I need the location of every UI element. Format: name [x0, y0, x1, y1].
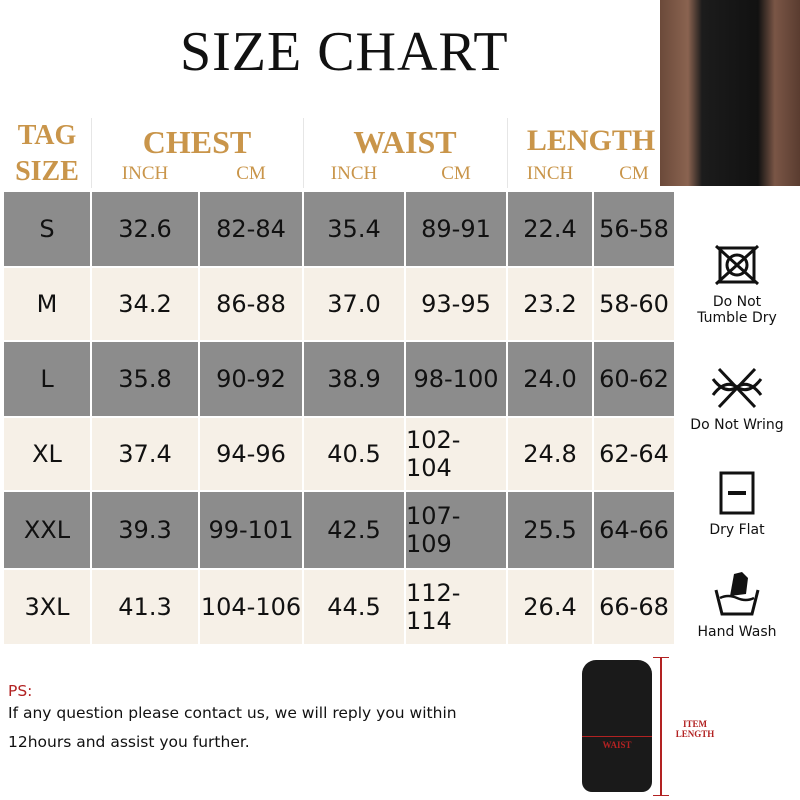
- measurement-cell: 24.0: [508, 342, 592, 416]
- length-header: LENGTH: [526, 124, 656, 157]
- size-cell: S: [4, 192, 90, 266]
- measurement-cell: 24.8: [508, 418, 592, 490]
- vest-diagram: WAIST: [582, 660, 652, 792]
- measurement-cell: 44.5: [304, 570, 404, 644]
- item-length-label: ITEM LENGTH: [675, 719, 715, 739]
- page-title: SIZE CHART: [180, 21, 509, 83]
- unit-header: INCH: [330, 163, 378, 184]
- measurement-cell: 40.5: [304, 418, 404, 490]
- measurement-cell: 38.9: [304, 342, 404, 416]
- size-cell: XL: [4, 418, 90, 490]
- measurement-cell: 56-58: [594, 192, 674, 266]
- waist-header: WAIST: [353, 124, 457, 160]
- measurement-cell: 64-66: [594, 492, 674, 568]
- unit-header: INCH: [121, 163, 169, 184]
- measurement-cell: 62-64: [594, 418, 674, 490]
- tag-size-header: TAG SIZE: [4, 118, 90, 190]
- care-label: Do Not Tumble Dry: [697, 294, 777, 326]
- measurement-cell: 41.3: [92, 570, 198, 644]
- ps-line-2: 12hours and assist you further.: [8, 733, 250, 751]
- unit-header: CM: [441, 163, 471, 184]
- measurement-cell: 60-62: [594, 342, 674, 416]
- care-label: Do Not Wring: [690, 417, 784, 433]
- measurement-cell: 102-104: [406, 418, 506, 490]
- unit-header: CM: [619, 163, 649, 184]
- measurement-cell: 42.5: [304, 492, 404, 568]
- chest-header: CHEST: [142, 124, 252, 160]
- measurement-cell: 34.2: [92, 268, 198, 340]
- measurement-cell: 90-92: [200, 342, 302, 416]
- measurement-cell: 35.4: [304, 192, 404, 266]
- measurement-cell: 82-84: [200, 192, 302, 266]
- model-photo: [660, 0, 800, 186]
- measurement-cell: 66-68: [594, 570, 674, 644]
- measurement-cell: 94-96: [200, 418, 302, 490]
- waist-label: WAIST: [602, 740, 632, 750]
- measurement-cell: 32.6: [92, 192, 198, 266]
- care-label: Dry Flat: [709, 522, 765, 538]
- size-label: SIZE: [15, 156, 79, 187]
- unit-header: CM: [236, 163, 266, 184]
- unit-header: INCH: [526, 163, 574, 184]
- measurement-cell: 98-100: [406, 342, 506, 416]
- ps-label: PS:: [8, 682, 33, 700]
- measurement-cell: 86-88: [200, 268, 302, 340]
- do-not-tumble-dry-icon: [682, 242, 792, 288]
- measurement-cell: 58-60: [594, 268, 674, 340]
- care-label: Hand Wash: [697, 624, 777, 640]
- size-cell: 3XL: [4, 570, 90, 644]
- ps-line-1: If any question please contact us, we wi…: [8, 704, 457, 722]
- measurement-cell: 22.4: [508, 192, 592, 266]
- tag-label: TAG: [17, 120, 77, 151]
- hand-wash-icon: [682, 568, 792, 618]
- measurement-cell: 23.2: [508, 268, 592, 340]
- measurement-cell: 39.3: [92, 492, 198, 568]
- care-instruction: Hand Wash: [682, 568, 792, 640]
- size-cell: M: [4, 268, 90, 340]
- measurement-cell: 37.0: [304, 268, 404, 340]
- measurement-cell: 107-109: [406, 492, 506, 568]
- care-instruction: Do Not Wring: [682, 365, 792, 433]
- size-cell: L: [4, 342, 90, 416]
- measurement-cell: 93-95: [406, 268, 506, 340]
- measurement-cell: 35.8: [92, 342, 198, 416]
- measurement-cell: 89-91: [406, 192, 506, 266]
- care-instruction: Do Not Tumble Dry: [682, 242, 792, 326]
- measurement-cell: 37.4: [92, 418, 198, 490]
- measurement-cell: 112-114: [406, 570, 506, 644]
- care-instruction: Dry Flat: [682, 470, 792, 538]
- measurement-cell: 99-101: [200, 492, 302, 568]
- measurement-cell: 104-106: [200, 570, 302, 644]
- measurement-cell: 26.4: [508, 570, 592, 644]
- dry-flat-icon: [682, 470, 792, 516]
- measurement-cell: 25.5: [508, 492, 592, 568]
- size-cell: XXL: [4, 492, 90, 568]
- do-not-wring-icon: [682, 365, 792, 411]
